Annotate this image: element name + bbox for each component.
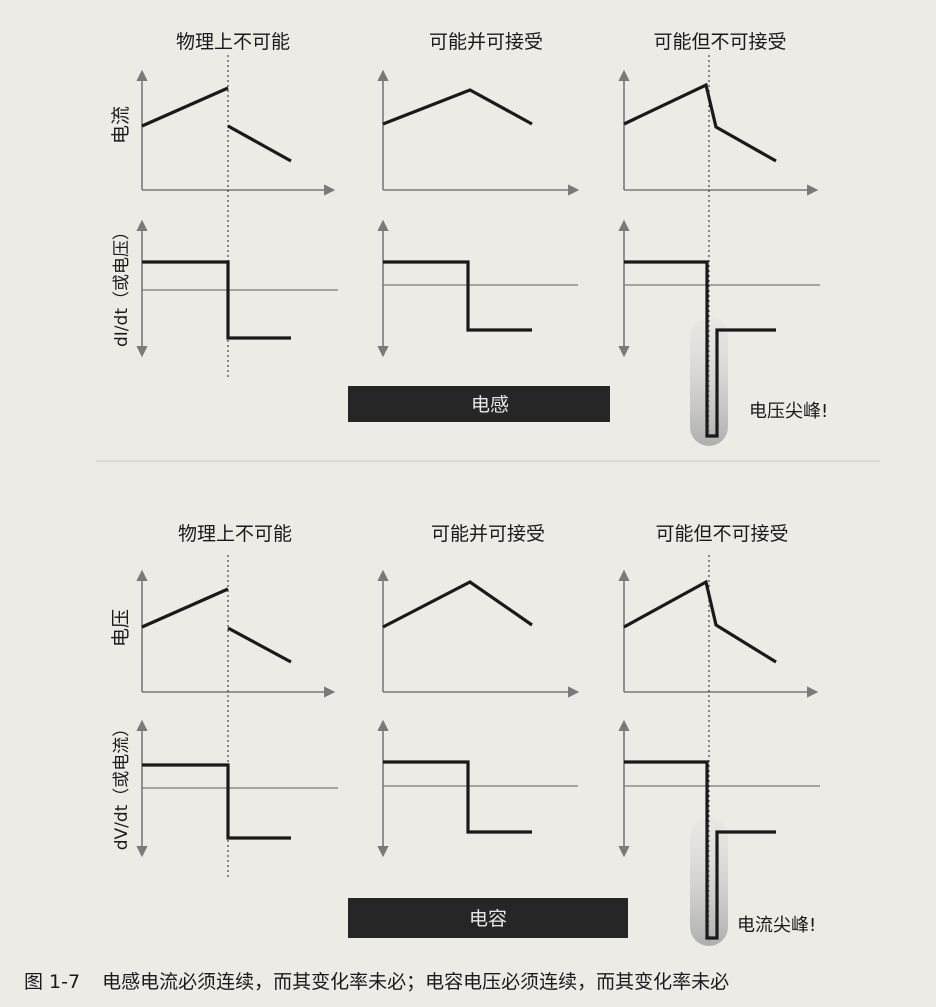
plot-acceptable — [377, 569, 580, 858]
y-label-didt: dI/dt（或电压） — [112, 223, 132, 347]
plot-acceptable — [377, 69, 580, 358]
col-title-unacceptable: 可能但不可接受 — [653, 31, 786, 53]
figure-number: 图 1-7 — [24, 971, 81, 993]
y-label-dvdt: dV/dt（或电流） — [112, 720, 132, 851]
col-title-impossible: 物理上不可能 — [176, 31, 290, 53]
spike-glow — [690, 318, 728, 446]
figure-caption: 图 1-7 电感电流必须连续，而其变化率未必；电容电压必须连续，而其变化率未必 — [24, 967, 729, 994]
plot-impossible — [136, 555, 338, 880]
inductor-name: 电感 — [471, 394, 509, 416]
voltage-spike-label: 电压尖峰! — [749, 401, 828, 422]
col-title-impossible: 物理上不可能 — [178, 523, 292, 545]
trace-acceptable — [382, 580, 533, 834]
y-label-voltage: 电压 — [110, 609, 132, 647]
capacitor-name-bar — [348, 898, 628, 938]
col-title-acceptable: 可能并可接受 — [431, 523, 545, 545]
spike-glow — [690, 818, 728, 946]
inductor-panel: 物理上不可能 可能并可接受 可能但不可接受 电流 dI/dt（或电压） — [110, 31, 828, 446]
trace-acceptable — [382, 88, 533, 332]
caption-text: 电感电流必须连续，而其变化率未必；电容电压必须连续，而其变化率未必 — [102, 971, 730, 993]
y-label-current: 电流 — [110, 106, 132, 144]
plot-impossible — [136, 55, 338, 380]
col-title-acceptable: 可能并可接受 — [429, 31, 543, 53]
trace-unacceptable — [623, 82, 777, 438]
col-title-unacceptable: 可能但不可接受 — [655, 523, 788, 545]
trace-unacceptable — [623, 579, 777, 940]
capacitor-name: 电容 — [469, 908, 507, 930]
current-spike-label: 电流尖峰! — [737, 915, 816, 936]
trace-impossible — [141, 86, 292, 340]
inductor-name-bar — [348, 386, 610, 422]
capacitor-panel: 物理上不可能 可能并可接受 可能但不可接受 电压 dV/dt（或电流） — [110, 523, 820, 946]
trace-impossible — [141, 587, 292, 840]
